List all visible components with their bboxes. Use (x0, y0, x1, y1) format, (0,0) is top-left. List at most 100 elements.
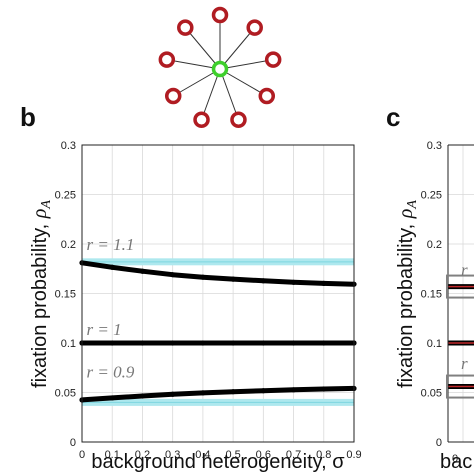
x-tick-label: 0.2 (135, 449, 150, 461)
data-point (139, 393, 146, 399)
y-tick-label: 0.1 (427, 338, 442, 350)
x-tick-label: 0.5 (225, 449, 240, 461)
y-tick-label: 0.15 (421, 289, 442, 301)
reference-bands (82, 258, 354, 406)
y-tick-label: 0.2 (427, 239, 442, 251)
x-tick-label: 0 (79, 449, 85, 461)
x-axis-label: background heterogeneity, σ (91, 451, 345, 473)
series-annotation: r = 1 (87, 320, 122, 339)
data-point (321, 340, 327, 346)
x-tick-label: 0.6 (256, 449, 271, 461)
highlight-box (446, 374, 474, 399)
y-tick-label: 0.15 (55, 289, 76, 301)
data-point (230, 389, 236, 395)
y-axis-label: fixation probability, ρA (29, 200, 54, 388)
series-line (79, 385, 357, 403)
y-axis-label-symbol: ρ (395, 209, 417, 220)
leaf-node (177, 19, 194, 36)
star-edge (184, 27, 221, 70)
data-point (109, 264, 115, 270)
x-tick-label: 0 (452, 453, 458, 465)
leaf-node (164, 87, 182, 105)
y-axis-label-text: fixation probability, (29, 218, 51, 388)
highlight-box (446, 274, 474, 299)
star-edge (219, 68, 268, 97)
y-axis-label-subscript: A (39, 200, 54, 210)
y-tick-label: 0.3 (61, 140, 76, 152)
star-edge (219, 27, 256, 70)
star-edge (201, 68, 221, 120)
leaf-node (264, 51, 282, 68)
highlight-boxes (446, 274, 474, 399)
leaf-node (158, 51, 176, 68)
y-tick-label: 0.25 (421, 190, 442, 202)
data-point (200, 274, 206, 280)
chart-panel-b: 0 0.1 0.2 0.3 0.4 0.5 0.6 0.7 0.8 0.9 0 0.05 0.1 0.1… (29, 140, 362, 473)
data-point (290, 279, 297, 285)
x-tick-label: 0.3 (165, 449, 180, 461)
data-point (260, 278, 266, 284)
star-edge (219, 59, 274, 70)
series-line (79, 260, 357, 287)
x-axis-label: bac (440, 451, 472, 473)
y-tick-label: 0 (70, 437, 76, 449)
center-node (211, 60, 229, 78)
star-edge (166, 59, 221, 70)
y-axis-label-text: fixation probability, (395, 218, 417, 388)
leaf-node (246, 19, 263, 36)
data-point (170, 391, 176, 397)
annotations: rr (461, 261, 468, 373)
data-point (230, 276, 236, 282)
x-tick-label: 0.9 (346, 449, 361, 461)
leaf-node (211, 6, 229, 24)
panel-label-b: b (20, 102, 36, 132)
chart-panel-c: 00.050.10.150.20.250.3 rr 0 bac fixation… (395, 140, 474, 473)
y-tick-label: 0.25 (55, 190, 76, 202)
data-point (321, 280, 327, 287)
star-edge (172, 68, 221, 97)
data-point (139, 340, 146, 346)
plot-frame (81, 144, 355, 443)
data-point (200, 340, 206, 346)
x-tick-label: 0.1 (105, 449, 120, 461)
leaf-node (193, 111, 210, 128)
y-axis-label-subscript: A (405, 200, 420, 210)
x-tick-label: 0.8 (316, 449, 331, 461)
y-tick-label: 0 (436, 437, 442, 449)
series-group (79, 260, 357, 403)
y-tick-label: 0.05 (421, 388, 442, 400)
data-point (290, 387, 297, 393)
data-point (200, 390, 206, 396)
annotations: r = 1.1 r = 1 r = 0.9 (87, 235, 135, 382)
data-point (290, 340, 297, 346)
y-tick-label: 0.1 (61, 338, 76, 350)
data-point (260, 340, 266, 346)
series-annotation: r (461, 354, 468, 373)
leaf-node (230, 111, 247, 128)
series-annotation: r = 0.9 (87, 363, 135, 382)
y-tick-label: 0.3 (427, 140, 442, 152)
y-tick-labels: 0 0.05 0.1 0.15 0.2 0.25 0.3 (55, 140, 76, 449)
data-point (109, 395, 115, 401)
x-tick-label: 0.4 (195, 449, 210, 461)
series-group (448, 284, 474, 390)
data-point (170, 272, 176, 278)
panel-label-c: c (386, 102, 400, 132)
data-point (260, 388, 266, 394)
data-point (109, 340, 115, 346)
y-tick-label: 0.2 (61, 239, 76, 251)
data-point (170, 340, 176, 346)
star-edge (219, 68, 239, 120)
y-axis-label: fixation probability, ρA (395, 200, 420, 388)
x-axis-label-text: background heterogeneity, σ (91, 451, 345, 473)
y-tick-label: 0.05 (55, 388, 76, 400)
data-point (139, 268, 146, 274)
data-point (230, 340, 236, 346)
data-point (321, 386, 327, 392)
series-annotation: r (461, 261, 468, 280)
x-tick-label: 0.7 (286, 449, 301, 461)
leaf-node (258, 87, 276, 105)
star-graph-diagram (158, 6, 282, 128)
x-tick-labels: 0 0.1 0.2 0.3 0.4 0.5 0.6 0.7 0.8 0.9 (79, 449, 362, 461)
